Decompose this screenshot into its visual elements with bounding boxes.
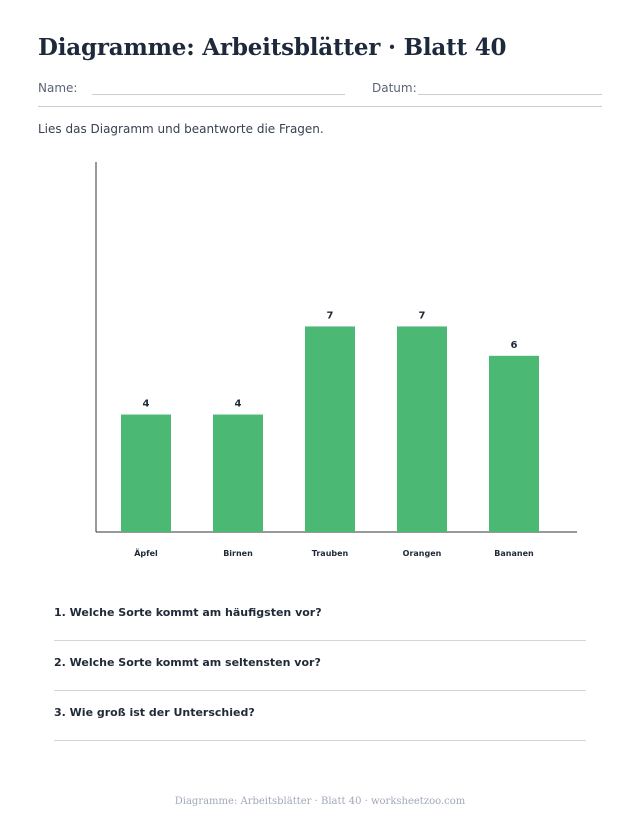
bar-value-label: 7 [327, 310, 334, 321]
header-divider [38, 106, 602, 107]
bar-1 [121, 414, 171, 532]
bar-4 [397, 326, 447, 532]
answer-line-2[interactable] [54, 690, 586, 691]
question-3: 3. Wie groß ist der Unterschied? [54, 706, 255, 719]
bar-value-label: 7 [419, 310, 426, 321]
bar-2 [213, 414, 263, 532]
instruction-text: Lies das Diagramm und beantworte die Fra… [38, 122, 324, 136]
x-tick-label: Äpfel [134, 548, 158, 558]
question-2: 2. Welche Sorte kommt am seltensten vor? [54, 656, 321, 669]
answer-line-3[interactable] [54, 740, 586, 741]
question-1: 1. Welche Sorte kommt am häufigsten vor? [54, 606, 322, 619]
bar-chart: 4 Äpfel 4 Birnen 7 Trauben 7 Orangen 6 Bananen [95, 162, 577, 558]
footer-text: Diagramme: Arbeitsblätter · Blatt 40 · w… [174, 796, 466, 807]
name-field-line[interactable] [92, 94, 345, 95]
x-tick-label: Birnen [223, 549, 253, 558]
bar-value-label: 6 [511, 340, 518, 351]
date-label: Datum: [372, 81, 417, 95]
bar-value-label: 4 [235, 399, 242, 410]
answer-line-1[interactable] [54, 640, 586, 641]
name-label: Name: [38, 81, 78, 95]
bar-3 [305, 326, 355, 532]
x-tick-label: Orangen [403, 549, 442, 558]
bar-value-label: 4 [143, 399, 150, 410]
page-title: Diagramme: Arbeitsblätter · Blatt 40 [38, 34, 507, 61]
bar-5 [489, 355, 539, 532]
x-tick-label: Trauben [312, 549, 349, 558]
x-tick-label: Bananen [494, 549, 534, 558]
date-field-line[interactable] [418, 94, 602, 95]
